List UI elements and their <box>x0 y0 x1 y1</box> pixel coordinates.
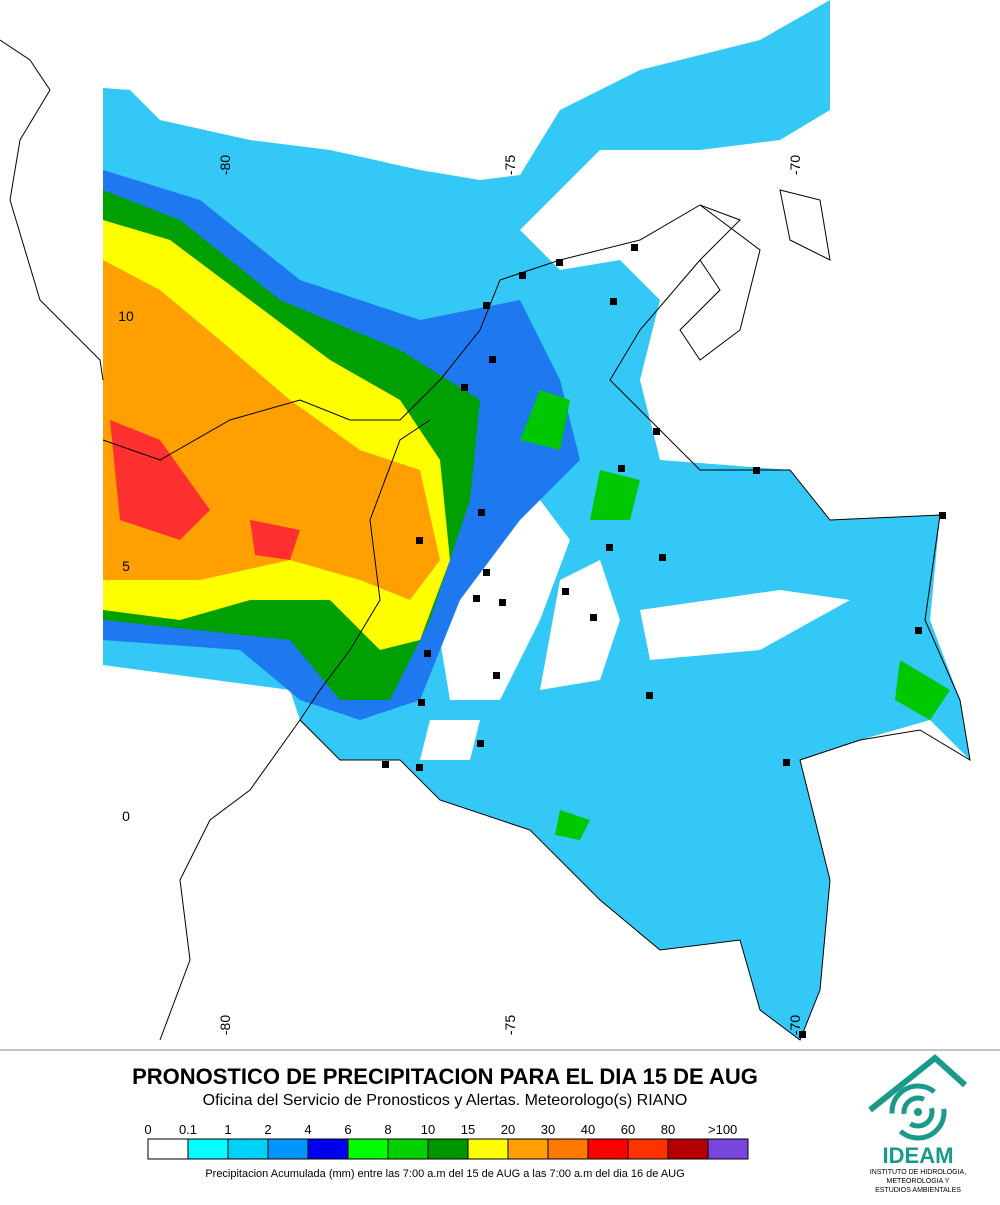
borders <box>0 39 971 1041</box>
logo-line: INSTITUTO DE HIDROLOGIA, <box>870 1169 966 1176</box>
legend-label: 1 <box>224 1122 231 1137</box>
logo-line: METEOROLOGIA Y <box>887 1178 950 1185</box>
logo-name: IDEAM <box>883 1143 954 1168</box>
logo-swirl <box>914 1108 922 1116</box>
legend-label: 10 <box>421 1122 435 1137</box>
legend-swatch <box>227 1138 269 1160</box>
longitude-label: -80 <box>217 1015 233 1035</box>
rain-extreme <box>110 420 300 560</box>
legend-swatch <box>627 1138 669 1160</box>
longitude-label: -75 <box>502 155 518 175</box>
legend: 0 0.1 1 2 4 6 8 10 15 20 30 40 60 80 >100 <box>144 1122 749 1160</box>
logo: IDEAM INSTITUTO DE HIDROLOGIA, METEOROLO… <box>868 1054 968 1194</box>
legend-swatch <box>467 1138 509 1160</box>
legend-label: 60 <box>621 1122 635 1137</box>
legend-label: 30 <box>541 1122 555 1137</box>
legend-label: 20 <box>501 1122 515 1137</box>
rain-none <box>420 560 850 760</box>
longitude-label: -70 <box>787 155 803 175</box>
longitude-label: -75 <box>502 1015 518 1035</box>
latitude-label: 10 <box>118 308 134 324</box>
logo-swirl <box>901 1095 935 1129</box>
legend-swatch <box>707 1138 749 1160</box>
legend-swatch <box>387 1138 429 1160</box>
logo-swirl <box>889 1083 947 1141</box>
legend-label: 4 <box>304 1122 311 1137</box>
legend-swatch <box>307 1138 349 1160</box>
logo-line: ESTUDIOS AMBIENTALES <box>875 1187 961 1194</box>
legend-swatch <box>267 1138 309 1160</box>
map: -80 -75 -70 -80 -75 -70 10 5 0 <box>0 0 1000 1051</box>
rain-heavy-spot <box>520 390 950 840</box>
legend-label: 6 <box>344 1122 351 1137</box>
legend-swatch <box>347 1138 389 1160</box>
legend-swatch <box>187 1138 229 1160</box>
legend-swatch <box>587 1138 629 1160</box>
legend-label: 0.1 <box>179 1122 197 1137</box>
legend-swatch <box>547 1138 589 1160</box>
title: PRONOSTICO DE PRECIPITACION PARA EL DIA … <box>132 1064 758 1089</box>
legend-label: >100 <box>708 1122 737 1137</box>
longitude-label: -80 <box>217 155 233 175</box>
legend-label: 15 <box>461 1122 475 1137</box>
latitude-label: 0 <box>122 808 130 824</box>
subtitle: Oficina del Servicio de Pronosticos y Al… <box>203 1092 688 1109</box>
legend-label: 80 <box>661 1122 675 1137</box>
legend-swatch <box>427 1138 469 1160</box>
coordinate-labels: -80 -75 -70 -80 -75 -70 10 5 0 <box>118 155 803 1035</box>
legend-swatch <box>147 1138 189 1160</box>
longitude-label: -70 <box>787 1015 803 1035</box>
legend-label: 2 <box>264 1122 271 1137</box>
legend-label: 0 <box>144 1122 151 1137</box>
legend-swatch <box>507 1138 549 1160</box>
stations <box>382 244 946 1038</box>
latitude-label: 5 <box>122 558 130 574</box>
legend-label: 40 <box>581 1122 595 1137</box>
legend-note: Precipitacion Acumulada (mm) entre las 7… <box>205 1168 684 1180</box>
logo-roof <box>868 1054 968 1113</box>
legend-label: 8 <box>384 1122 391 1137</box>
coastline <box>679 189 831 361</box>
legend-swatch <box>667 1138 709 1160</box>
